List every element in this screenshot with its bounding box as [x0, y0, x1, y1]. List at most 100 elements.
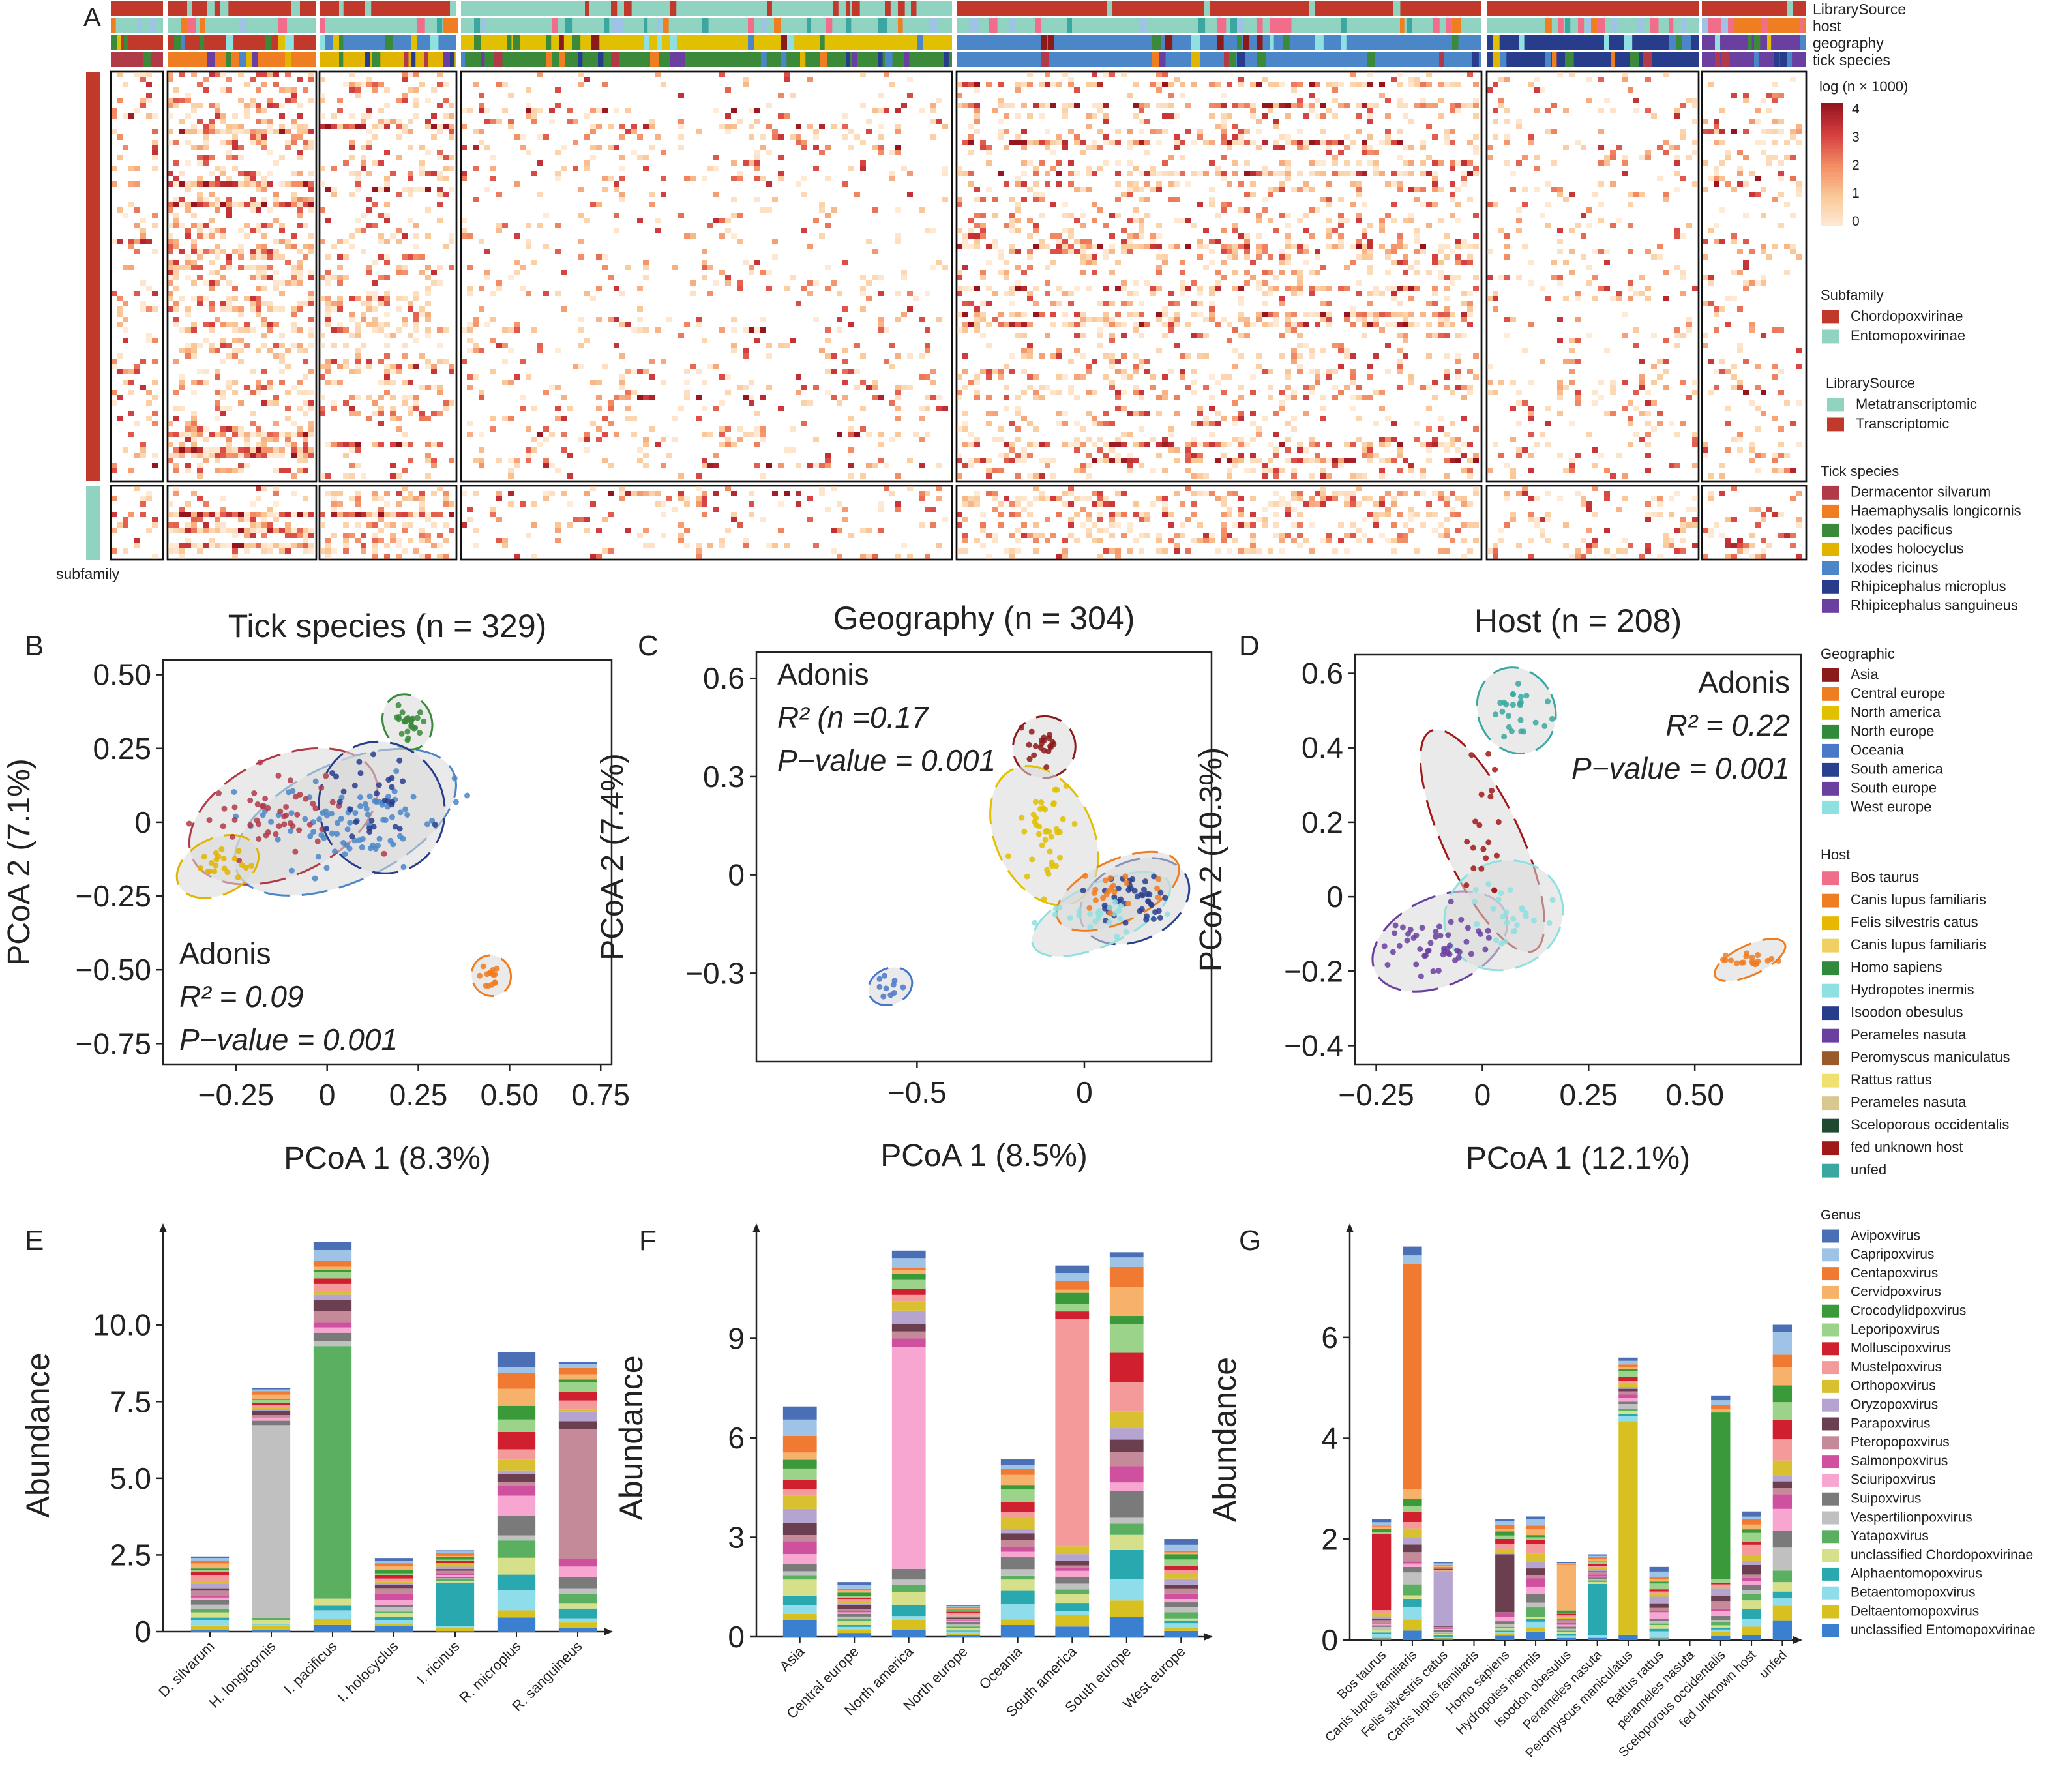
heatmap-cell: [1444, 244, 1450, 249]
heatmap-cell: [1581, 145, 1586, 150]
heatmap-cell: [1350, 380, 1356, 385]
heatmap-cell: [1121, 239, 1127, 244]
heatmap-cell: [1021, 353, 1027, 359]
heatmap-cell: [1455, 437, 1461, 442]
heatmap-cell: [1244, 333, 1250, 338]
heatmap-cell: [378, 421, 384, 426]
heatmap-cell: [1273, 286, 1279, 291]
heatmap-cell: [1309, 458, 1315, 463]
heatmap-cell: [801, 385, 807, 390]
heatmap-cell: [1403, 333, 1408, 338]
heatmap-cell: [1168, 369, 1174, 374]
heatmap-cell: [437, 486, 443, 491]
heatmap-cell: [1528, 140, 1534, 145]
heatmap-cell: [678, 145, 684, 150]
heatmap-cell: [1074, 187, 1080, 192]
heatmap-cell: [1743, 239, 1749, 244]
heatmap-cell: [1332, 113, 1338, 119]
heatmap-cell: [1303, 260, 1309, 265]
heatmap-cell: [123, 522, 128, 528]
heatmap-cell: [1450, 192, 1455, 197]
heatmap-cell: [273, 447, 279, 453]
heatmap-cell: [1232, 223, 1238, 228]
heatmap-cell: [1139, 228, 1144, 233]
heatmap-cell: [437, 171, 443, 176]
heatmap-cell: [1338, 213, 1344, 218]
heatmap-cell: [1209, 239, 1215, 244]
heatmap-cell: [1291, 187, 1297, 192]
heatmap-cell: [1586, 333, 1592, 338]
heatmap-cell: [707, 432, 713, 437]
heatmap-cell: [919, 353, 925, 359]
heatmap-cell: [1373, 317, 1379, 322]
heatmap-cell: [250, 528, 256, 533]
heatmap-cell: [1338, 150, 1344, 155]
heatmap-cell: [291, 533, 297, 538]
heatmap-cell: [232, 348, 238, 353]
heatmap-cell: [325, 280, 331, 286]
heatmap-cell: [713, 280, 719, 286]
heatmap-cell: [431, 87, 437, 93]
heatmap-cell: [220, 359, 226, 364]
annotation-track-cell: [1643, 1, 1648, 16]
heatmap-cell: [203, 145, 209, 150]
heatmap-cell: [690, 364, 696, 369]
heatmap-cell: [1297, 82, 1303, 87]
heatmap-cell: [1191, 171, 1197, 176]
heatmap-cell: [1622, 333, 1628, 338]
heatmap-cell: [1092, 113, 1097, 119]
heatmap-cell: [431, 458, 437, 463]
annotation-track-cell: [150, 1, 158, 16]
heatmap-cell: [543, 437, 549, 442]
heatmap-cell: [1297, 369, 1303, 374]
heatmap-cell: [1309, 437, 1315, 442]
heatmap-cell: [1174, 317, 1180, 322]
heatmap-cell: [1663, 338, 1669, 343]
heatmap-cell: [1279, 82, 1285, 87]
heatmap-cell: [930, 395, 936, 400]
heatmap-cell: [449, 155, 454, 160]
heatmap-cell: [567, 108, 573, 113]
heatmap-cell: [713, 406, 719, 411]
heatmap-cell: [537, 432, 543, 437]
heatmap-cell: [308, 291, 314, 296]
heatmap-cell: [191, 260, 197, 265]
heatmap-cell: [1168, 171, 1174, 176]
heatmap-cell: [1719, 369, 1725, 374]
heatmap-cell: [1778, 160, 1784, 166]
annotation-track-cell: [748, 35, 756, 50]
heatmap-cell: [173, 87, 179, 93]
heatmap-cell: [625, 322, 631, 327]
heatmap-cell: [331, 406, 337, 411]
annotation-track-cell: [552, 18, 558, 33]
heatmap-cell: [1772, 98, 1778, 103]
heatmap-cell: [479, 432, 484, 437]
annotation-track-cell: [604, 18, 610, 33]
heatmap-cell: [1657, 145, 1663, 150]
heatmap-cell: [413, 312, 419, 317]
heatmap-cell: [1056, 244, 1062, 249]
heatmap-cell: [796, 301, 801, 306]
heatmap-cell: [1414, 249, 1420, 254]
heatmap-cell: [238, 327, 244, 333]
heatmap-cell: [490, 176, 496, 181]
heatmap-cell: [291, 124, 297, 129]
heatmap-cell: [419, 533, 425, 538]
heatmap-cell: [185, 202, 191, 207]
heatmap-cell: [1743, 286, 1749, 291]
heatmap-cell: [1185, 447, 1191, 453]
heatmap-cell: [631, 491, 637, 496]
heatmap-cell: [1504, 77, 1510, 82]
heatmap-cell: [1303, 411, 1309, 416]
heatmap-cell: [1338, 463, 1344, 468]
heatmap-cell: [719, 442, 725, 447]
heatmap-cell: [1326, 202, 1332, 207]
heatmap-cell: [1784, 140, 1790, 145]
heatmap-cell: [1291, 390, 1297, 395]
heatmap-cell: [766, 353, 772, 359]
heatmap-cell: [702, 432, 707, 437]
heatmap-cell: [261, 437, 267, 442]
heatmap-cell: [1262, 270, 1268, 275]
heatmap-cell: [308, 369, 314, 374]
heatmap-cell: [279, 155, 285, 160]
